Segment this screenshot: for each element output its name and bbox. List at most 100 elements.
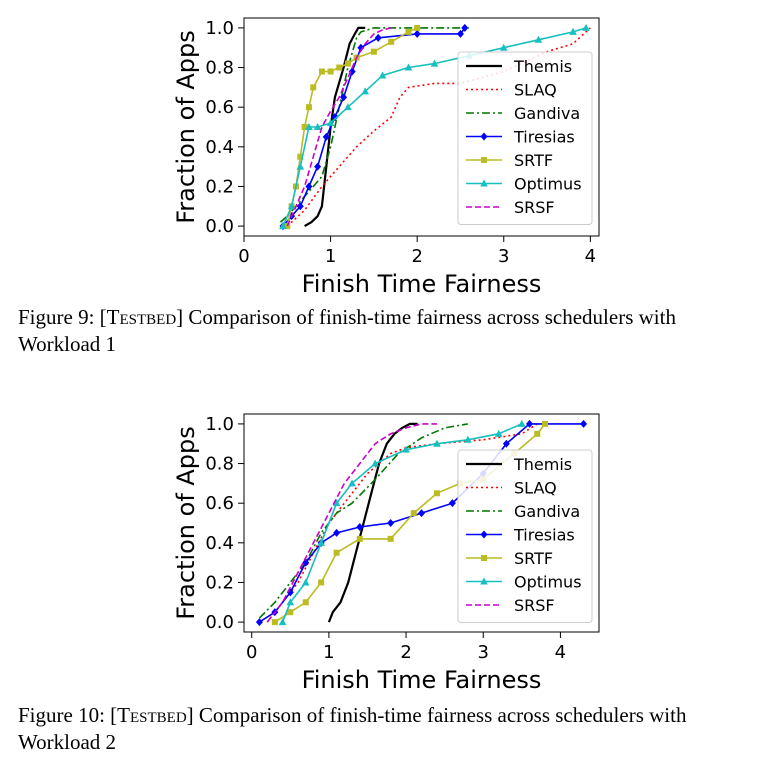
figure-10-chart: 0 1 2 3 4 0.0 0.2 0.4 0.6 0.8 1.0 Finish Time Fairn… [172,413,600,692]
y-tick-label: 0.0 [205,216,234,237]
data-point [580,419,588,428]
data-point [287,202,296,210]
data-point [340,93,348,102]
legend-label-optimus: Optimus [514,573,582,592]
data-point [318,579,325,586]
caption-tag: Testbed [106,305,177,329]
data-point [418,509,425,518]
y-axis-label: Fraction of Apps [172,30,200,224]
data-point [361,87,370,95]
legend-label-themis: Themis [513,57,572,76]
data-point [526,419,534,428]
data-point [305,104,312,111]
legend-label-slaq: SLAQ [514,479,557,498]
x-tick-label: 1 [325,246,336,267]
data-point [344,103,352,111]
data-point [374,33,382,42]
x-axis-label: Finish Time Fairness [302,270,542,295]
data-point [314,162,322,171]
data-point [534,430,541,437]
series-line-srtf [286,27,418,227]
data-point [461,23,469,32]
data-point [279,222,287,230]
data-point [518,419,526,427]
y-tick-label: 1.0 [205,414,234,435]
data-point [410,510,417,517]
y-tick-label: 0.0 [205,612,234,633]
legend-label-srsf: SRSF [514,198,555,217]
legend-box [457,51,593,225]
legend-label-optimus: Optimus [514,175,582,194]
data-point [322,132,330,141]
data-point [404,63,413,71]
x-tick-label: 0 [238,246,249,267]
data-point [331,113,339,122]
data-point [296,162,305,170]
series-tiresias [255,419,588,627]
y-tick-label: 0.4 [205,533,234,554]
data-point [332,499,341,507]
data-point [499,43,508,51]
data-point [405,28,412,35]
caption-text: ] Comparison of finish-time fairness acr… [18,703,687,754]
data-point [464,435,472,443]
series-themis [304,26,366,228]
y-tick-label: 0.2 [205,176,234,197]
data-point [327,68,334,75]
data-point [305,182,313,191]
legend-marker [480,530,488,539]
y-tick-label: 0.8 [205,454,234,475]
caption-prefix: Figure 9: [ [18,305,107,329]
series-gandiva [258,423,468,619]
data-point [296,202,304,211]
data-point [333,549,340,556]
legend-label-gandiva: Gandiva [514,104,580,123]
series-line-gandiva [279,27,470,223]
data-point [388,38,395,45]
series-line-srsf [286,27,392,227]
series-srsf [286,27,392,227]
legend-marker [480,179,488,187]
data-point [326,119,335,127]
caption-text: ] Comparison of finish-time fairness acr… [18,305,676,356]
y-axis-label: Fraction of Apps [172,426,200,620]
plot-frame [243,413,600,633]
x-tick-label: 2 [411,246,422,267]
y-tick-label: 0.6 [205,97,234,118]
y-tick-label: 0.2 [205,572,234,593]
legend: Themis SLAQ Gandiva Tiresias SRTF Optimus SRSF [457,449,593,623]
data-point [502,439,510,448]
y-tick-label: 0.8 [205,58,234,79]
data-point [371,459,379,467]
series-line-gandiva [258,423,468,619]
series-line-tiresias [258,423,584,623]
y-tick-label: 1.0 [205,18,234,39]
series-srsf [266,423,437,623]
x-tick-label: 3 [498,246,509,267]
data-point [302,558,310,567]
x-tick-label: 1 [323,642,334,663]
x-axis-label: Finish Time Fairness [302,666,542,692]
data-point [357,43,365,52]
data-point [278,618,287,626]
series-optimus [279,23,590,230]
series-optimus [278,419,526,626]
legend-box [457,449,593,623]
legend-label-srtf: SRTF [514,549,553,568]
data-point [494,429,503,437]
legend-marker [480,132,488,141]
data-point [356,535,363,542]
figure-10-caption: Figure 10: [Testbed] Comparison of finis… [18,702,758,756]
series-themis [327,422,418,623]
legend-label-tiresias: Tiresias [513,526,575,545]
data-point [255,618,263,627]
data-point [317,538,325,546]
series-line-themis [327,422,418,623]
series-line-slaq [286,27,591,227]
data-point [302,599,309,606]
figure-9-chart: 0 1 2 3 4 0.0 0.2 0.4 0.6 0.8 1.0 Finish Time Fairn… [172,17,600,295]
data-point [402,445,410,453]
legend-marker [481,555,487,561]
data-point [448,499,456,508]
caption-tag: Testbed [117,703,187,727]
